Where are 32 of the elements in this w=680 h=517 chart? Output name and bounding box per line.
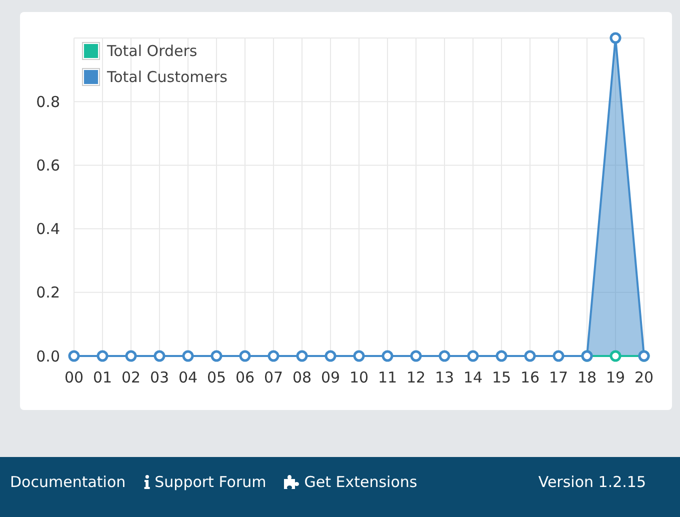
x-tick-label: 11 [378, 368, 398, 387]
legend-label: Total Orders [107, 42, 198, 60]
x-tick-label: 14 [463, 368, 483, 387]
y-tick-label: 0.8 [36, 92, 60, 111]
x-tick-label: 17 [548, 368, 568, 387]
x-tick-label: 00 [64, 368, 84, 387]
x-tick-label: 01 [92, 368, 112, 387]
x-tick-label: 12 [406, 368, 426, 387]
x-tick-label: 05 [206, 368, 226, 387]
y-tick-label: 0.6 [36, 156, 60, 175]
x-tick-label: 07 [264, 368, 284, 387]
text: Version 1.2.15 [538, 473, 646, 491]
x-tick-label: 20 [634, 368, 654, 387]
x-tick-label: 16 [520, 368, 540, 387]
x-tick-label: 02 [121, 368, 141, 387]
x-tick-label: 15 [492, 368, 512, 387]
text: Support Forum [154, 473, 266, 491]
x-tick-label: 03 [150, 368, 170, 387]
legend-label: Total Customers [107, 68, 228, 86]
x-tick-label: 06 [235, 368, 255, 387]
x-tick-label: 09 [320, 368, 340, 387]
text: Get Extensions [304, 473, 418, 491]
x-tick-label: 19 [606, 368, 626, 387]
y-tick-label: 0.0 [36, 347, 60, 366]
x-tick-label: 18 [577, 368, 597, 387]
x-tick-label: 10 [349, 368, 369, 387]
text: Documentation [10, 473, 126, 491]
y-tick-label: 0.4 [36, 220, 60, 238]
x-tick-label: 08 [292, 368, 312, 387]
y-tick-label: 0.2 [36, 284, 60, 302]
x-tick-label: 04 [178, 368, 198, 387]
x-tick-label: 13 [434, 368, 454, 387]
